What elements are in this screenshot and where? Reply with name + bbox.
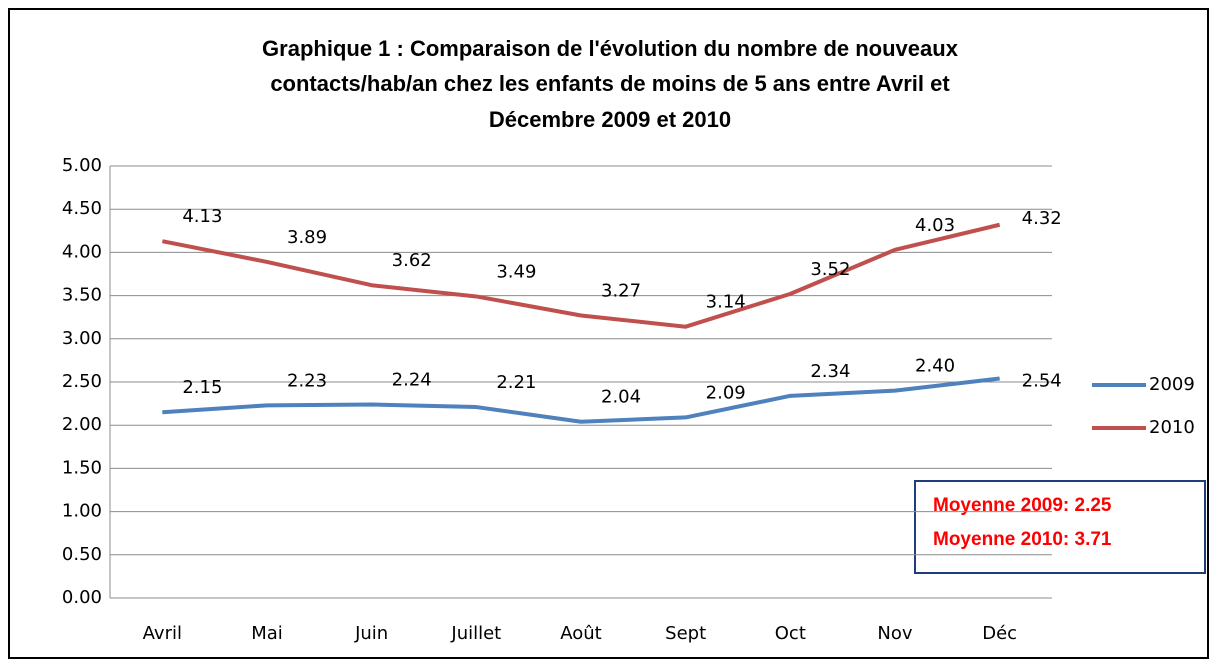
y-tick-label: 0.00 [62, 587, 102, 608]
x-tick-label: Déc [982, 623, 1017, 644]
data-label: 2.34 [810, 361, 850, 382]
data-label: 2.24 [392, 369, 432, 390]
data-label: 3.62 [392, 250, 432, 271]
x-tick-label: Juillet [450, 623, 501, 644]
data-label: 3.89 [287, 227, 327, 248]
y-tick-label: 2.50 [62, 371, 102, 392]
series-line [161, 222, 1001, 329]
y-tick-label: 3.50 [62, 285, 102, 306]
legend-label: 2009 [1149, 374, 1195, 395]
data-label: 2.54 [1022, 371, 1062, 392]
x-tick-label: Août [560, 623, 601, 644]
data-label: 4.13 [182, 206, 222, 227]
x-tick-label: Juin [354, 623, 388, 644]
annotation-box [914, 480, 1206, 574]
data-label: 2.04 [601, 387, 641, 408]
data-label: 2.21 [496, 372, 536, 393]
annotation: Moyenne 2009: 2.25 [933, 495, 1112, 516]
y-tick-label: 4.00 [62, 241, 102, 262]
y-tick-label: 5.00 [62, 155, 102, 176]
x-tick-label: Oct [775, 623, 806, 644]
y-tick-label: 1.00 [62, 501, 102, 522]
x-tick-label: Avril [143, 623, 182, 644]
data-label: 3.52 [810, 259, 850, 280]
data-label: 4.03 [915, 215, 955, 236]
series-line [162, 376, 1000, 424]
y-tick-label: 1.50 [62, 457, 102, 478]
data-label: 4.32 [1022, 208, 1062, 229]
data-label: 3.49 [496, 261, 536, 282]
y-tick-label: 3.00 [62, 328, 102, 349]
y-tick-label: 4.50 [62, 198, 102, 219]
data-label: 2.15 [182, 377, 222, 398]
y-tick-label: 0.50 [62, 544, 102, 565]
data-label: 2.40 [915, 356, 955, 377]
legend-label: 2010 [1149, 417, 1195, 438]
data-label: 2.23 [287, 370, 327, 391]
chart-title: contacts/hab/an chez les enfants de moin… [270, 71, 950, 96]
x-tick-label: Mai [251, 623, 283, 644]
data-label: 3.14 [706, 292, 746, 313]
data-label: 3.27 [601, 280, 641, 301]
chart-title: Décembre 2009 et 2010 [489, 107, 731, 132]
data-label: 2.09 [706, 382, 746, 403]
chart-title: Graphique 1 : Comparaison de l'évolution… [262, 36, 959, 61]
x-tick-label: Nov [877, 623, 912, 644]
y-tick-label: 2.00 [62, 414, 102, 435]
annotation: Moyenne 2010: 3.71 [933, 529, 1112, 550]
x-tick-label: Sept [665, 623, 706, 644]
